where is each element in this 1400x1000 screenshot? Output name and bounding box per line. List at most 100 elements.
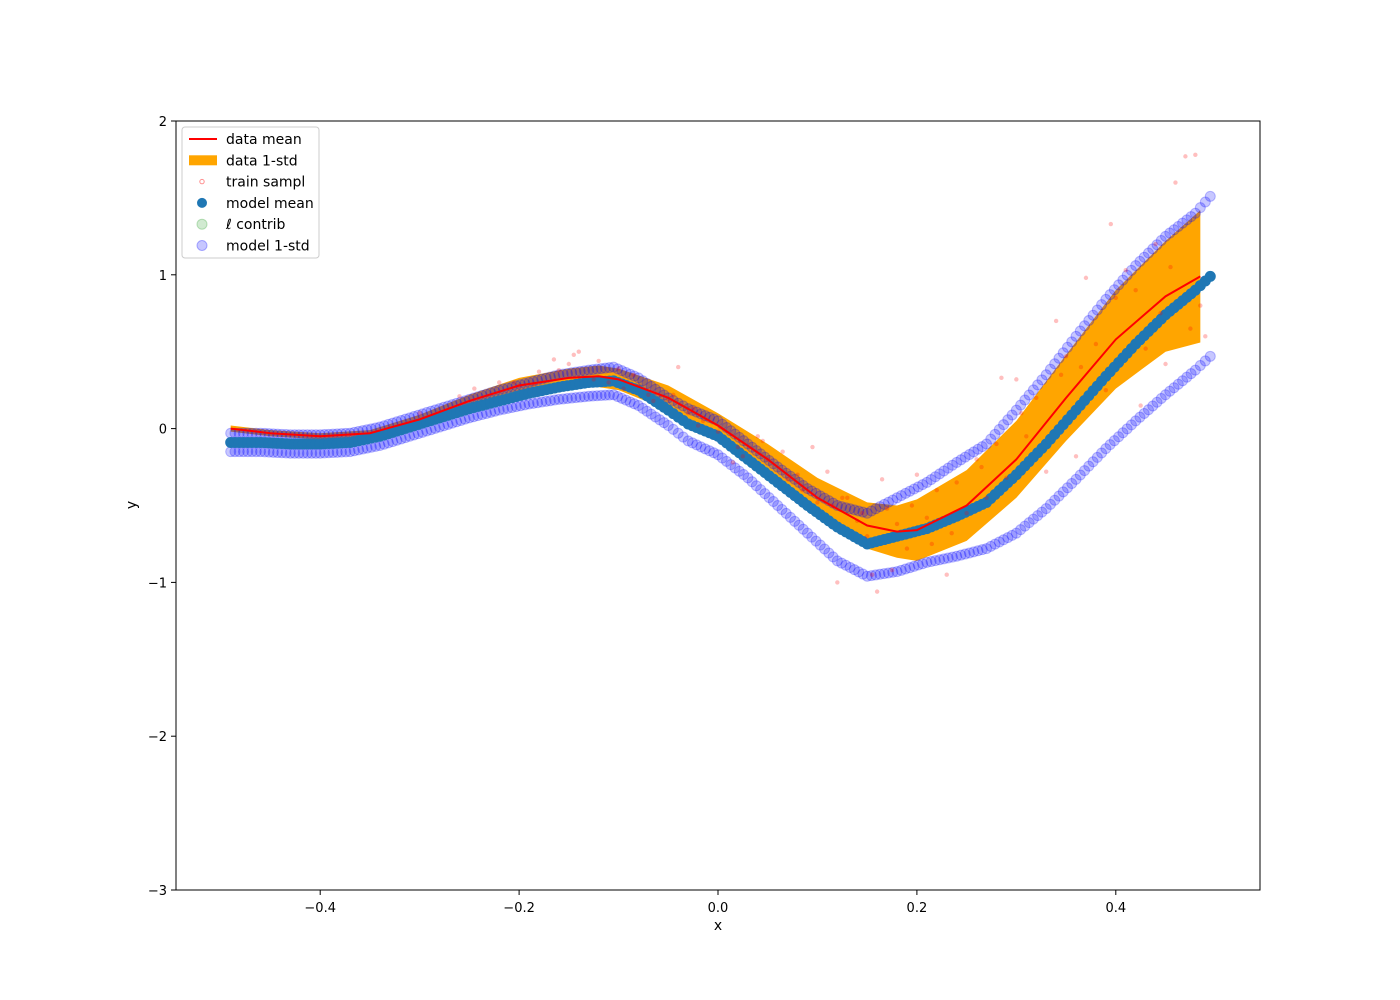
model-std-point: [853, 505, 865, 517]
model-std-point: [1138, 251, 1150, 263]
model-std-point: [578, 365, 590, 377]
model-std-point: [667, 423, 679, 435]
model-std-point: [1199, 355, 1211, 367]
model-std-point: [1079, 320, 1091, 332]
model-std-point: [536, 396, 548, 408]
train-sample-point: [894, 521, 900, 527]
model-std-point: [806, 531, 818, 543]
train-sample-point: [646, 392, 651, 397]
model-std-point: [1104, 439, 1116, 451]
model-std-point: [1172, 378, 1184, 390]
model-std-point: [908, 483, 920, 495]
model-std-point: [759, 488, 771, 500]
model-std-point: [1040, 503, 1052, 515]
model-std-point: [861, 507, 873, 519]
model-std-point: [587, 364, 599, 376]
train-sample-point: [1163, 361, 1168, 367]
train-sample-point: [1058, 372, 1064, 377]
train-sample-point: [835, 580, 840, 585]
model-std-point: [1083, 460, 1095, 472]
model-std-point: [1044, 363, 1056, 375]
model-std-point: [1027, 384, 1039, 396]
model-std-point: [637, 402, 649, 414]
train-sample-point: [1073, 454, 1079, 459]
model-std-point: [1074, 469, 1086, 481]
model-std-point: [612, 391, 624, 403]
model-std-point: [1181, 214, 1193, 226]
model-std-point: [712, 449, 724, 461]
model-std-point: [1130, 260, 1142, 272]
model-std-point: [632, 372, 644, 384]
model-std-point: [570, 392, 582, 404]
model-std-point: [729, 462, 741, 474]
model-std-point: [998, 534, 1010, 546]
x-tick-label: 0.4: [1105, 901, 1126, 916]
legend-item: ℓ contrib: [196, 217, 286, 233]
model-std-point: [1070, 330, 1082, 342]
legend-item: data 1-std: [189, 153, 298, 169]
model-std-point: [1061, 482, 1073, 494]
model-std-point: [746, 476, 758, 488]
model-std-point: [1049, 358, 1061, 370]
model-std-point: [553, 393, 565, 405]
model-std-point: [840, 559, 852, 571]
model-std-point: [895, 490, 907, 502]
model-std-point: [776, 503, 788, 515]
model-std-point: [1181, 371, 1193, 383]
model-std-point: [1134, 255, 1146, 267]
model-std-point: [1032, 379, 1044, 391]
x-axis-label: x: [714, 918, 722, 934]
model-std-point: [955, 549, 967, 561]
train-sample-point: [760, 438, 765, 444]
train-sample-point: [606, 380, 611, 385]
model-std-point: [780, 507, 792, 519]
model-std-point: [1142, 404, 1154, 416]
model-std-point: [1023, 517, 1035, 529]
model-std-point: [549, 394, 561, 406]
model-std-point: [772, 500, 784, 511]
train-sample-point: [566, 361, 572, 367]
model-std-point: [1185, 211, 1197, 223]
model-std-point: [645, 408, 657, 420]
train-sample-point: [1203, 334, 1208, 339]
legend-marker-swatch: [197, 197, 207, 208]
train-sample-point: [511, 380, 517, 385]
train-sample-point: [1188, 326, 1193, 331]
model-std-point: [989, 428, 1001, 440]
model-std-point: [1125, 264, 1137, 276]
train-sample-point: [591, 377, 596, 382]
model-std-point: [695, 441, 707, 453]
y-tick-label: 2: [159, 115, 167, 130]
train-sample-point: [631, 372, 636, 377]
train-sample-point: [1053, 318, 1059, 324]
model-1-std-lower-points: [225, 350, 1216, 582]
model-std-point: [981, 543, 993, 555]
model-std-point: [599, 362, 611, 374]
model-std-point: [993, 423, 1005, 435]
train-sample-point: [457, 394, 462, 399]
model-std-point: [836, 557, 848, 569]
train-sample-point: [1138, 403, 1143, 408]
train-sample-point: [1193, 152, 1198, 158]
train-sample-point: [1158, 311, 1163, 316]
model-std-point: [1125, 419, 1137, 431]
legend-label: train sampl: [226, 175, 305, 191]
model-std-point: [620, 394, 632, 406]
model-std-point: [1066, 478, 1078, 490]
model-std-point: [1057, 486, 1069, 498]
model-std-point: [802, 527, 814, 539]
legend: data mean data 1-std train sampl model mean…: [181, 126, 320, 259]
legend-label: model 1-std: [226, 239, 310, 255]
train-sample-point: [1063, 354, 1069, 359]
model-std-point: [929, 471, 941, 483]
model-std-point: [1066, 336, 1078, 348]
model-std-point: [1006, 529, 1018, 541]
train-sample-point: [1108, 221, 1114, 227]
model-std-point: [959, 451, 971, 463]
model-std-point: [917, 479, 929, 491]
model-std-point: [566, 392, 578, 404]
model-std-point: [998, 419, 1010, 431]
train-sample-point: [994, 441, 999, 447]
model-std-point: [857, 568, 869, 580]
